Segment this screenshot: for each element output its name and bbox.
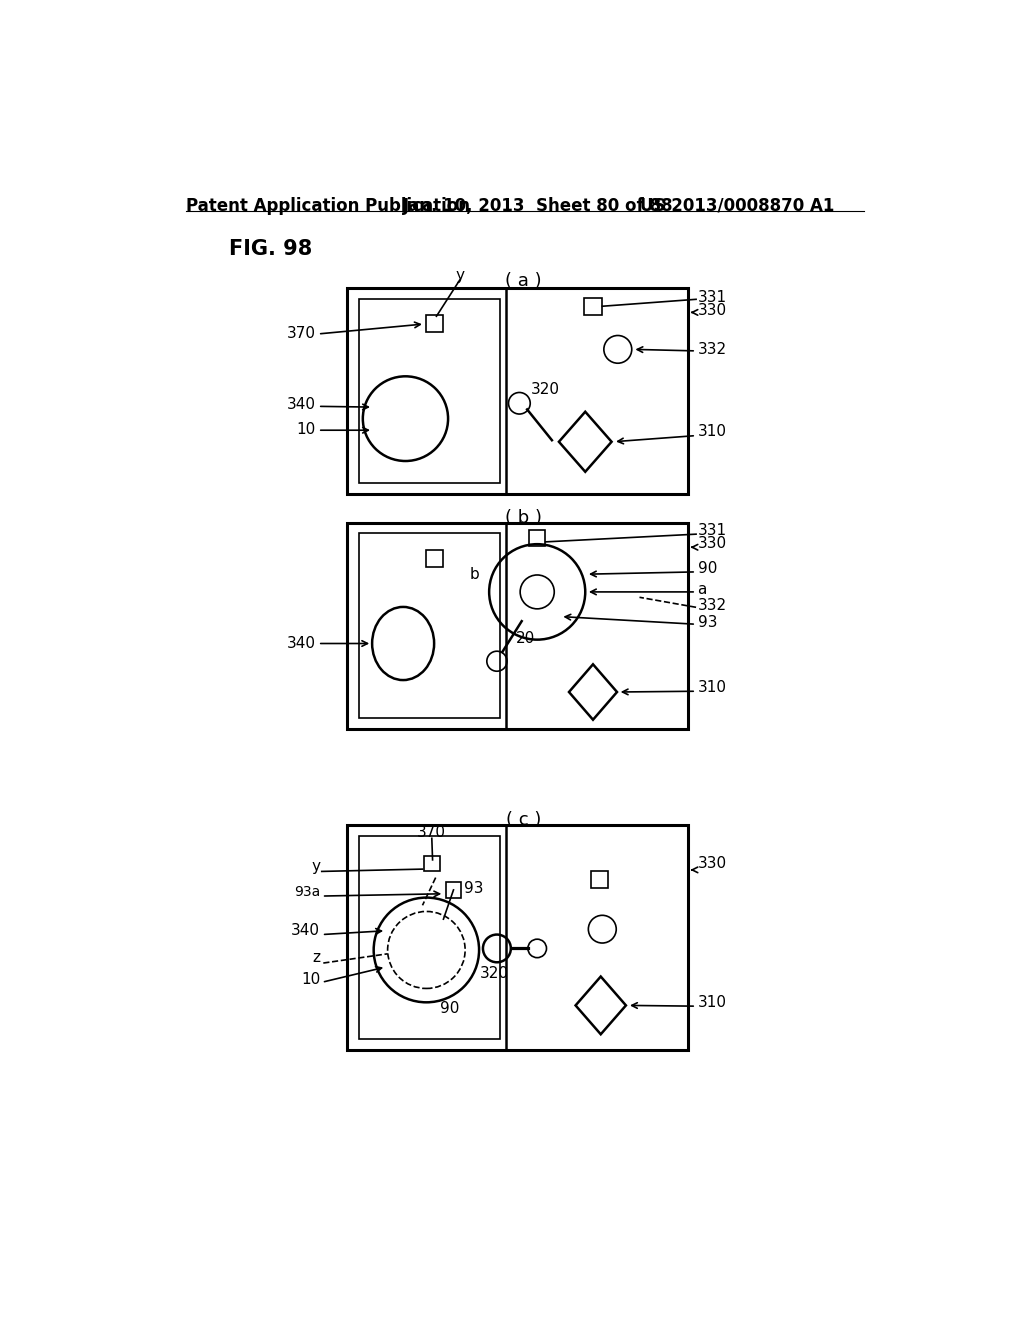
Text: 340: 340 bbox=[291, 923, 321, 939]
Text: 332: 332 bbox=[697, 342, 727, 356]
Text: z: z bbox=[312, 950, 321, 965]
Bar bbox=[359, 533, 500, 718]
Text: US 2013/0008870 A1: US 2013/0008870 A1 bbox=[640, 197, 834, 215]
Bar bbox=[346, 288, 687, 494]
Bar bbox=[359, 298, 500, 483]
Text: 370: 370 bbox=[418, 825, 446, 841]
Text: 340: 340 bbox=[287, 397, 315, 412]
Text: 10: 10 bbox=[301, 972, 321, 987]
Text: 331: 331 bbox=[697, 523, 727, 537]
Bar bbox=[346, 523, 687, 729]
Bar bbox=[445, 882, 461, 898]
Text: 330: 330 bbox=[697, 536, 727, 550]
Text: 332: 332 bbox=[697, 598, 727, 612]
Text: 20: 20 bbox=[515, 631, 535, 645]
Text: 90: 90 bbox=[440, 1001, 460, 1016]
Text: 90: 90 bbox=[697, 561, 717, 577]
Text: 320: 320 bbox=[480, 965, 509, 981]
Bar bbox=[346, 825, 687, 1051]
Text: b: b bbox=[469, 568, 479, 582]
Text: 310: 310 bbox=[697, 995, 727, 1010]
Bar bbox=[529, 531, 545, 545]
Text: Patent Application Publication: Patent Application Publication bbox=[186, 197, 470, 215]
Text: 320: 320 bbox=[531, 381, 560, 397]
Text: 93a: 93a bbox=[294, 886, 321, 899]
Text: a: a bbox=[697, 582, 707, 597]
Text: ( c ): ( c ) bbox=[506, 812, 541, 829]
Text: FIG. 98: FIG. 98 bbox=[228, 239, 312, 259]
Text: Jan. 10, 2013  Sheet 80 of 88: Jan. 10, 2013 Sheet 80 of 88 bbox=[403, 197, 674, 215]
Text: ( b ): ( b ) bbox=[505, 508, 542, 527]
Bar bbox=[359, 836, 500, 1039]
Text: 93: 93 bbox=[697, 615, 717, 630]
Text: 330: 330 bbox=[697, 857, 727, 871]
Text: 310: 310 bbox=[697, 424, 727, 440]
Text: 331: 331 bbox=[697, 289, 727, 305]
Bar bbox=[591, 871, 607, 887]
Text: 10: 10 bbox=[296, 422, 315, 437]
Text: 330: 330 bbox=[697, 302, 727, 318]
Text: 340: 340 bbox=[287, 636, 315, 651]
Bar bbox=[424, 857, 439, 871]
Text: 93: 93 bbox=[464, 880, 484, 896]
Text: y: y bbox=[311, 859, 321, 874]
Text: y: y bbox=[456, 268, 464, 282]
Text: ( a ): ( a ) bbox=[505, 272, 542, 290]
Bar bbox=[585, 298, 601, 314]
Text: 310: 310 bbox=[697, 680, 727, 694]
Bar bbox=[426, 550, 442, 568]
Bar bbox=[426, 315, 442, 333]
Text: 370: 370 bbox=[287, 326, 315, 342]
